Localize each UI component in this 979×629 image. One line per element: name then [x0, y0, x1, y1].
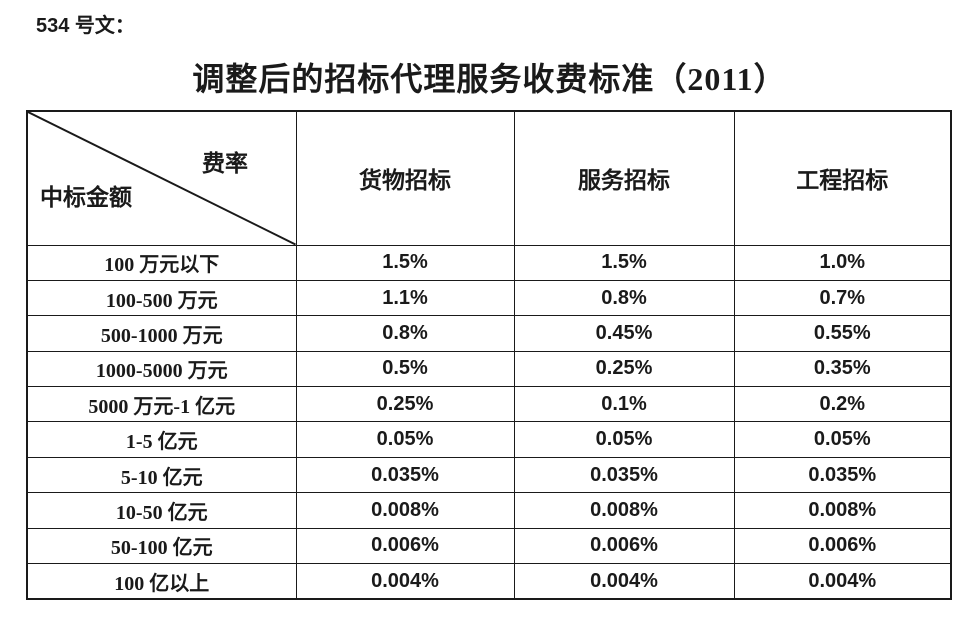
- fee-standard-table: 费率 中标金额 货物招标 服务招标 工程招标 100 万元以下 1.5% 1.5…: [26, 110, 952, 600]
- fee-value: 0.8%: [295, 315, 515, 352]
- fee-value: 0.006%: [733, 527, 952, 565]
- doc-number-label: 534 号文：: [36, 15, 135, 37]
- fee-value: 0.004%: [295, 563, 515, 600]
- corner-cell: 费率 中标金额: [26, 110, 297, 246]
- column-header-goods: 货物招标: [295, 110, 515, 246]
- fee-value: 0.1%: [513, 386, 735, 423]
- table-row: 100-500 万元 1.1% 0.8% 0.7%: [26, 279, 952, 317]
- fee-value: 1.5%: [513, 244, 735, 281]
- fee-value: 1.5%: [295, 244, 515, 281]
- corner-label-bid-amount: 中标金额: [40, 185, 132, 210]
- row-label: 10-50 亿元: [26, 492, 297, 529]
- table-row: 500-1000 万元 0.8% 0.45% 0.55%: [26, 315, 952, 352]
- table-row: 50-100 亿元 0.006% 0.006% 0.006%: [26, 527, 952, 565]
- row-label: 100 亿以上: [26, 563, 297, 600]
- fee-value: 0.05%: [513, 421, 735, 458]
- fee-value: 0.006%: [513, 527, 735, 565]
- fee-value: 0.006%: [295, 527, 515, 565]
- fee-value: 0.035%: [295, 456, 515, 494]
- row-label: 50-100 亿元: [26, 527, 297, 565]
- fee-value: 0.035%: [513, 456, 735, 494]
- fee-value: 0.5%: [295, 350, 515, 388]
- fee-value: 0.25%: [295, 386, 515, 423]
- fee-value: 0.35%: [733, 350, 952, 388]
- diagonal-divider-line: [28, 112, 295, 244]
- fee-value: 0.25%: [513, 350, 735, 388]
- fee-value: 0.004%: [733, 563, 952, 600]
- table-row: 10-50 亿元 0.008% 0.008% 0.008%: [26, 492, 952, 529]
- fee-value: 0.8%: [513, 279, 735, 317]
- row-label: 1-5 亿元: [26, 421, 297, 458]
- row-label: 5000 万元-1 亿元: [26, 386, 297, 423]
- table-row: 100 亿以上 0.004% 0.004% 0.004%: [26, 563, 952, 600]
- fee-value: 0.008%: [295, 492, 515, 529]
- row-label: 500-1000 万元: [26, 315, 297, 352]
- page-title: 调整后的招标代理服务收费标准（2011）: [192, 61, 787, 97]
- table-row: 100 万元以下 1.5% 1.5% 1.0%: [26, 244, 952, 281]
- fee-value: 0.008%: [513, 492, 735, 529]
- fee-value: 1.1%: [295, 279, 515, 317]
- fee-value: 0.2%: [733, 386, 952, 423]
- fee-value: 0.05%: [733, 421, 952, 458]
- row-label: 100-500 万元: [26, 279, 297, 317]
- table-row: 5-10 亿元 0.035% 0.035% 0.035%: [26, 456, 952, 494]
- fee-value: 0.004%: [513, 563, 735, 600]
- column-header-engineering: 工程招标: [733, 110, 952, 246]
- fee-value: 1.0%: [733, 244, 952, 281]
- fee-value: 0.035%: [733, 456, 952, 494]
- fee-value: 0.45%: [513, 315, 735, 352]
- fee-value: 0.05%: [295, 421, 515, 458]
- row-label: 5-10 亿元: [26, 456, 297, 494]
- row-label: 100 万元以下: [26, 244, 297, 281]
- corner-label-fee-rate: 费率: [202, 151, 248, 176]
- fee-value: 0.55%: [733, 315, 952, 352]
- fee-value: 0.008%: [733, 492, 952, 529]
- table-row: 5000 万元-1 亿元 0.25% 0.1% 0.2%: [26, 386, 952, 423]
- row-label: 1000-5000 万元: [26, 350, 297, 388]
- header-row: 费率 中标金额 货物招标 服务招标 工程招标: [26, 110, 952, 246]
- column-header-service: 服务招标: [513, 110, 735, 246]
- table-row: 1000-5000 万元 0.5% 0.25% 0.35%: [26, 350, 952, 388]
- fee-value: 0.7%: [733, 279, 952, 317]
- table-row: 1-5 亿元 0.05% 0.05% 0.05%: [26, 421, 952, 458]
